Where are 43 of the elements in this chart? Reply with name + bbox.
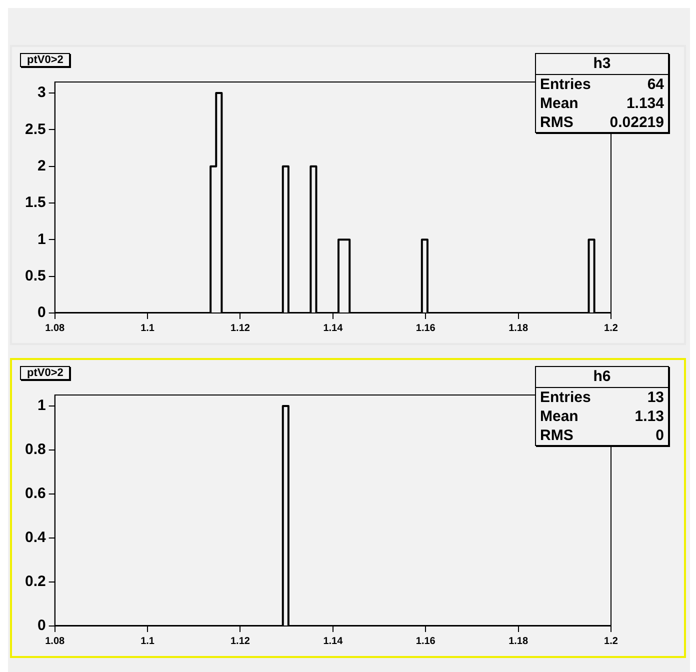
y-tick-label: 1 xyxy=(38,230,46,248)
y-tick-label: 0.8 xyxy=(24,441,46,458)
text: 1.134 xyxy=(626,94,664,113)
text: 13 xyxy=(647,388,664,407)
annotation: Entries xyxy=(540,75,591,94)
text: h3 xyxy=(536,54,668,75)
x-tick-label: 1.18 xyxy=(508,636,528,647)
y-tick-label: 0.6 xyxy=(24,485,46,502)
y-tick-label: 0.5 xyxy=(24,267,46,284)
text: 0 xyxy=(656,426,664,445)
annotation: Mean xyxy=(540,94,578,113)
x-tick-label: 1.16 xyxy=(416,322,436,334)
x-tick-label: 1.1 xyxy=(140,322,155,334)
y-tick-label: 0 xyxy=(38,617,46,634)
chart-title: ptV0>2 xyxy=(20,366,70,380)
y-tick-label: 2.5 xyxy=(24,120,46,138)
annotation: RMS xyxy=(540,426,574,445)
x-tick-label: 1.14 xyxy=(323,636,344,647)
y-tick-label: 2 xyxy=(38,157,46,174)
annotation: Mean xyxy=(540,407,578,426)
y-tick-label: 0.2 xyxy=(24,573,46,590)
annotation: Entries xyxy=(540,388,591,407)
x-tick-label: 1.18 xyxy=(508,322,528,334)
x-tick-label: 1.08 xyxy=(45,636,66,647)
x-tick-label: 1.12 xyxy=(230,322,250,334)
y-tick-label: 1.5 xyxy=(24,194,46,212)
x-tick-label: 1.1 xyxy=(140,636,155,647)
x-tick-label: 1.16 xyxy=(416,636,436,647)
y-tick-label: 1 xyxy=(38,397,46,414)
x-tick-label: 1.08 xyxy=(45,322,66,334)
text: 64 xyxy=(647,75,664,94)
x-tick-label: 1.2 xyxy=(604,636,618,647)
annotation: RMS xyxy=(540,113,574,132)
y-tick-label: 3 xyxy=(38,84,46,102)
y-tick-label: 0.4 xyxy=(24,529,46,546)
chart-title: ptV0>2 xyxy=(20,53,70,67)
text: h6 xyxy=(536,367,668,388)
text: 1.13 xyxy=(634,407,664,426)
y-tick-label: 0 xyxy=(38,304,46,322)
annotation: 0.02219 xyxy=(610,113,664,132)
x-tick-label: 1.14 xyxy=(323,322,344,334)
x-tick-label: 1.2 xyxy=(604,322,618,334)
x-tick-label: 1.12 xyxy=(230,636,250,647)
